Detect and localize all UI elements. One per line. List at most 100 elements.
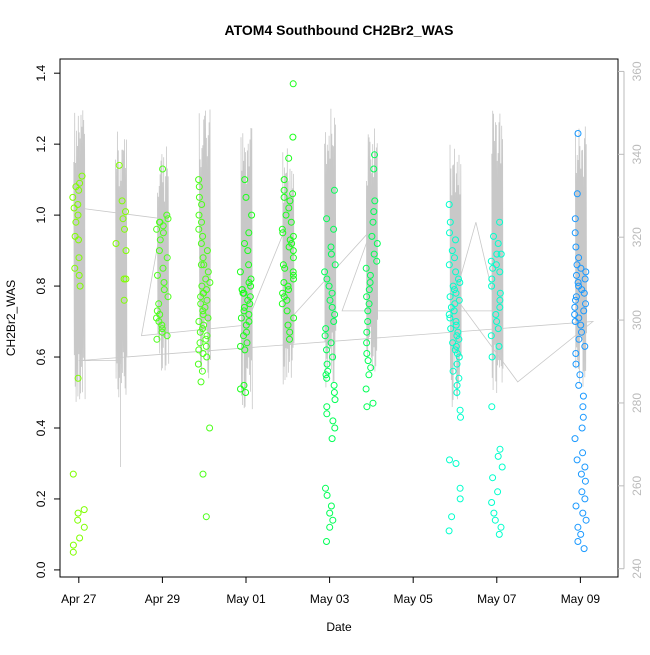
x-tick-label: May 09 bbox=[561, 592, 601, 606]
data-point bbox=[574, 523, 582, 531]
data-point bbox=[323, 346, 330, 354]
y-tick-label: 0.8 bbox=[34, 277, 48, 294]
data-point bbox=[487, 257, 495, 265]
data-point bbox=[455, 275, 462, 283]
data-point bbox=[279, 289, 287, 297]
data-point bbox=[493, 318, 501, 325]
data-point bbox=[574, 130, 582, 137]
data-point bbox=[279, 229, 287, 237]
data-point bbox=[330, 381, 338, 389]
data-point bbox=[76, 282, 84, 290]
data-point bbox=[163, 332, 171, 340]
data-point bbox=[204, 268, 212, 276]
data-point bbox=[329, 417, 337, 425]
data-point bbox=[80, 506, 88, 514]
data-point bbox=[323, 360, 331, 368]
data-point bbox=[153, 335, 161, 343]
data-point bbox=[373, 257, 381, 265]
data-point bbox=[202, 342, 210, 350]
data-point bbox=[248, 211, 256, 219]
data-point bbox=[199, 325, 207, 333]
altitude-trace-burst bbox=[240, 127, 253, 410]
data-point bbox=[201, 303, 209, 311]
data-point bbox=[203, 296, 211, 304]
data-point bbox=[200, 321, 208, 329]
data-point bbox=[199, 311, 207, 318]
x-tick-label: May 03 bbox=[310, 592, 350, 606]
data-point bbox=[283, 307, 291, 315]
data-point bbox=[285, 243, 293, 251]
data-point bbox=[573, 271, 580, 279]
data-point bbox=[159, 229, 167, 237]
data-point bbox=[490, 232, 497, 240]
data-point bbox=[579, 509, 587, 517]
data-point bbox=[195, 318, 203, 325]
data-point bbox=[327, 339, 335, 347]
data-point bbox=[577, 264, 585, 272]
data-point bbox=[446, 218, 454, 226]
data-point bbox=[284, 321, 292, 329]
data-point bbox=[323, 275, 331, 283]
data-point bbox=[286, 236, 294, 244]
data-point bbox=[363, 339, 371, 347]
data-point bbox=[579, 449, 587, 457]
data-point bbox=[572, 243, 580, 251]
data-point bbox=[580, 307, 588, 315]
data-point bbox=[289, 247, 297, 255]
altitude-trace-burst bbox=[365, 128, 379, 372]
data-point bbox=[199, 254, 207, 262]
data-point bbox=[195, 193, 203, 201]
data-point bbox=[575, 254, 583, 262]
data-point bbox=[455, 296, 463, 304]
data-point bbox=[366, 279, 374, 286]
data-point bbox=[241, 346, 249, 354]
y-tick-label: 1.4 bbox=[34, 65, 48, 82]
data-point bbox=[203, 353, 211, 361]
y2-tick-label: 280 bbox=[630, 393, 644, 413]
data-point bbox=[581, 342, 589, 350]
data-point bbox=[324, 367, 332, 375]
data-point bbox=[323, 403, 331, 411]
data-point bbox=[449, 282, 457, 290]
data-point bbox=[456, 484, 464, 492]
data-point bbox=[370, 208, 378, 216]
data-point bbox=[160, 279, 168, 286]
data-point bbox=[577, 530, 585, 538]
data-point bbox=[286, 328, 294, 336]
data-point bbox=[452, 318, 460, 325]
data-point bbox=[456, 279, 464, 286]
data-point bbox=[246, 300, 254, 308]
data-point bbox=[200, 261, 208, 269]
data-point bbox=[328, 435, 336, 443]
data-point bbox=[363, 350, 371, 357]
data-point bbox=[203, 332, 211, 340]
data-point bbox=[322, 484, 329, 492]
data-point bbox=[581, 463, 589, 471]
data-point bbox=[289, 80, 297, 88]
data-point bbox=[323, 215, 331, 223]
data-point bbox=[287, 218, 295, 226]
data-point bbox=[449, 367, 457, 375]
data-point bbox=[238, 286, 246, 294]
data-point bbox=[330, 318, 338, 325]
data-point bbox=[203, 247, 211, 255]
y-axis-label: CH2Br2_WAS bbox=[4, 280, 18, 356]
data-point bbox=[197, 300, 205, 308]
data-point bbox=[364, 357, 372, 365]
data-point bbox=[363, 293, 371, 301]
data-point bbox=[74, 374, 82, 382]
data-point bbox=[286, 335, 293, 343]
data-point bbox=[447, 325, 455, 333]
data-point bbox=[577, 470, 585, 478]
data-point bbox=[69, 541, 77, 549]
data-point bbox=[158, 328, 166, 336]
data-point bbox=[326, 523, 334, 531]
data-point bbox=[494, 240, 502, 247]
data-point bbox=[122, 247, 130, 255]
data-point bbox=[206, 424, 214, 432]
data-point bbox=[78, 172, 86, 180]
data-point bbox=[199, 350, 207, 357]
data-point bbox=[281, 264, 289, 272]
data-point bbox=[573, 190, 581, 198]
data-point bbox=[322, 371, 330, 379]
